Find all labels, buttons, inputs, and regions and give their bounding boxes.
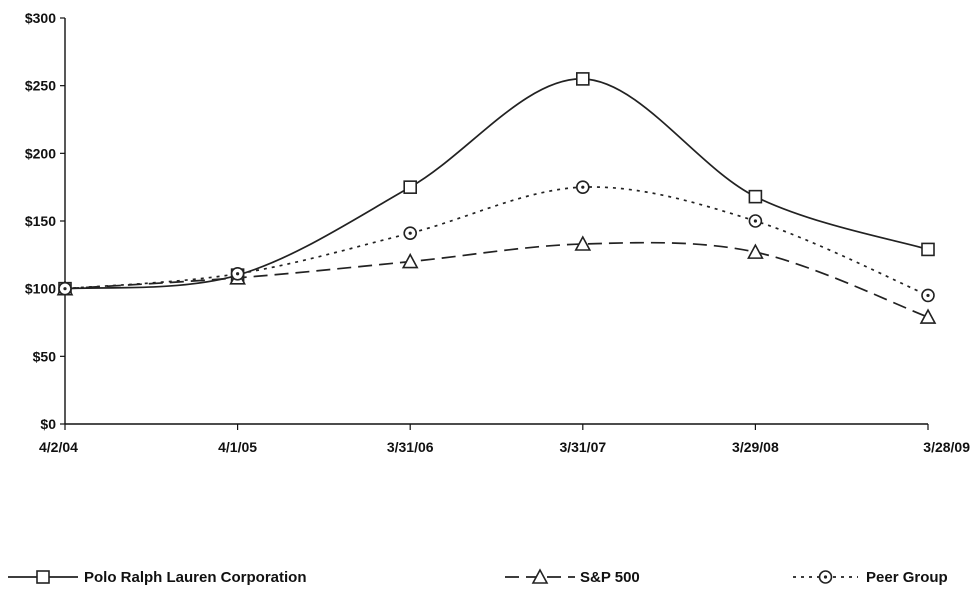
series-line-peer-group: [64, 186, 929, 297]
legend-marker-peer-group: [818, 570, 833, 584]
data-point-peer-group-dot: [581, 185, 585, 189]
data-point-peer-group-dot: [926, 293, 930, 298]
series-polo-ralph-lauren-corporation: [58, 72, 935, 296]
series-line-s-p-500: [64, 241, 929, 318]
data-point-s-p-500: [401, 252, 419, 269]
y-tick-label: $300: [25, 10, 56, 26]
series-line-polo-ralph-lauren-corporation: [64, 78, 929, 290]
data-point-peer-group-dot: [236, 272, 240, 276]
series-layer: [56, 72, 937, 324]
legend: Polo Ralph Lauren Corporation S&P 500 Peer…: [8, 568, 948, 586]
legend-item-polo-ralph-lauren-corporation: Polo Ralph Lauren Corporation: [8, 569, 307, 586]
data-point-peer-group: [921, 288, 935, 303]
y-tick-label: $250: [25, 78, 56, 94]
legend-label-s-p-500: S&P 500: [580, 569, 640, 586]
y-tick-label: $100: [25, 281, 56, 297]
data-point-peer-group: [230, 266, 245, 281]
legend-marker-s-p-500: [531, 568, 549, 584]
chart-axes: [64, 18, 928, 425]
legend-label-polo-ralph-lauren-corporation: Polo Ralph Lauren Corporation: [84, 569, 307, 586]
data-point-peer-group-dot: [63, 287, 67, 291]
data-point-polo-ralph-lauren-corporation: [403, 180, 418, 194]
data-point-peer-group: [403, 226, 418, 240]
data-point-peer-group-dot: [408, 231, 412, 235]
data-point-polo-ralph-lauren-corporation: [921, 242, 935, 257]
legend-item-s-p-500: S&P 500: [505, 568, 640, 586]
x-tick-label: 3/31/06: [387, 439, 434, 455]
x-axis-ticks: 4/2/04 4/1/05 3/31/06 3/31/07 3/29/08 3/28/09: [39, 424, 970, 455]
x-tick-label: 3/31/07: [559, 439, 606, 455]
data-point-peer-group: [748, 214, 763, 228]
y-tick-label: $150: [25, 213, 56, 229]
series-s-p-500: [56, 235, 937, 324]
series-peer-group: [58, 180, 935, 303]
y-tick-label: $200: [25, 145, 56, 161]
x-tick-label: 4/2/04: [39, 439, 78, 455]
data-point-peer-group: [58, 281, 72, 296]
y-tick-label: $50: [33, 348, 57, 364]
x-tick-label: 4/1/05: [218, 439, 257, 455]
x-tick-label: 3/28/09: [923, 439, 970, 455]
data-point-peer-group-dot: [753, 219, 758, 223]
legend-item-peer-group: Peer Group: [793, 569, 948, 586]
x-tick-label: 3/29/08: [732, 439, 779, 455]
legend-marker-peer-group-dot: [823, 575, 828, 579]
legend-marker-polo-ralph-lauren-corporation: [36, 570, 50, 584]
data-point-polo-ralph-lauren-corporation: [748, 189, 763, 204]
data-point-polo-ralph-lauren-corporation: [575, 72, 590, 86]
data-point-s-p-500: [747, 243, 764, 259]
data-point-peer-group: [575, 180, 590, 194]
y-axis-ticks: $0 $50 $100 $150 $200 $250 $300: [25, 10, 65, 432]
y-tick-label: $0: [40, 416, 56, 432]
data-point-s-p-500: [574, 235, 592, 251]
data-point-s-p-500: [919, 308, 937, 324]
legend-label-peer-group: Peer Group: [866, 569, 948, 586]
